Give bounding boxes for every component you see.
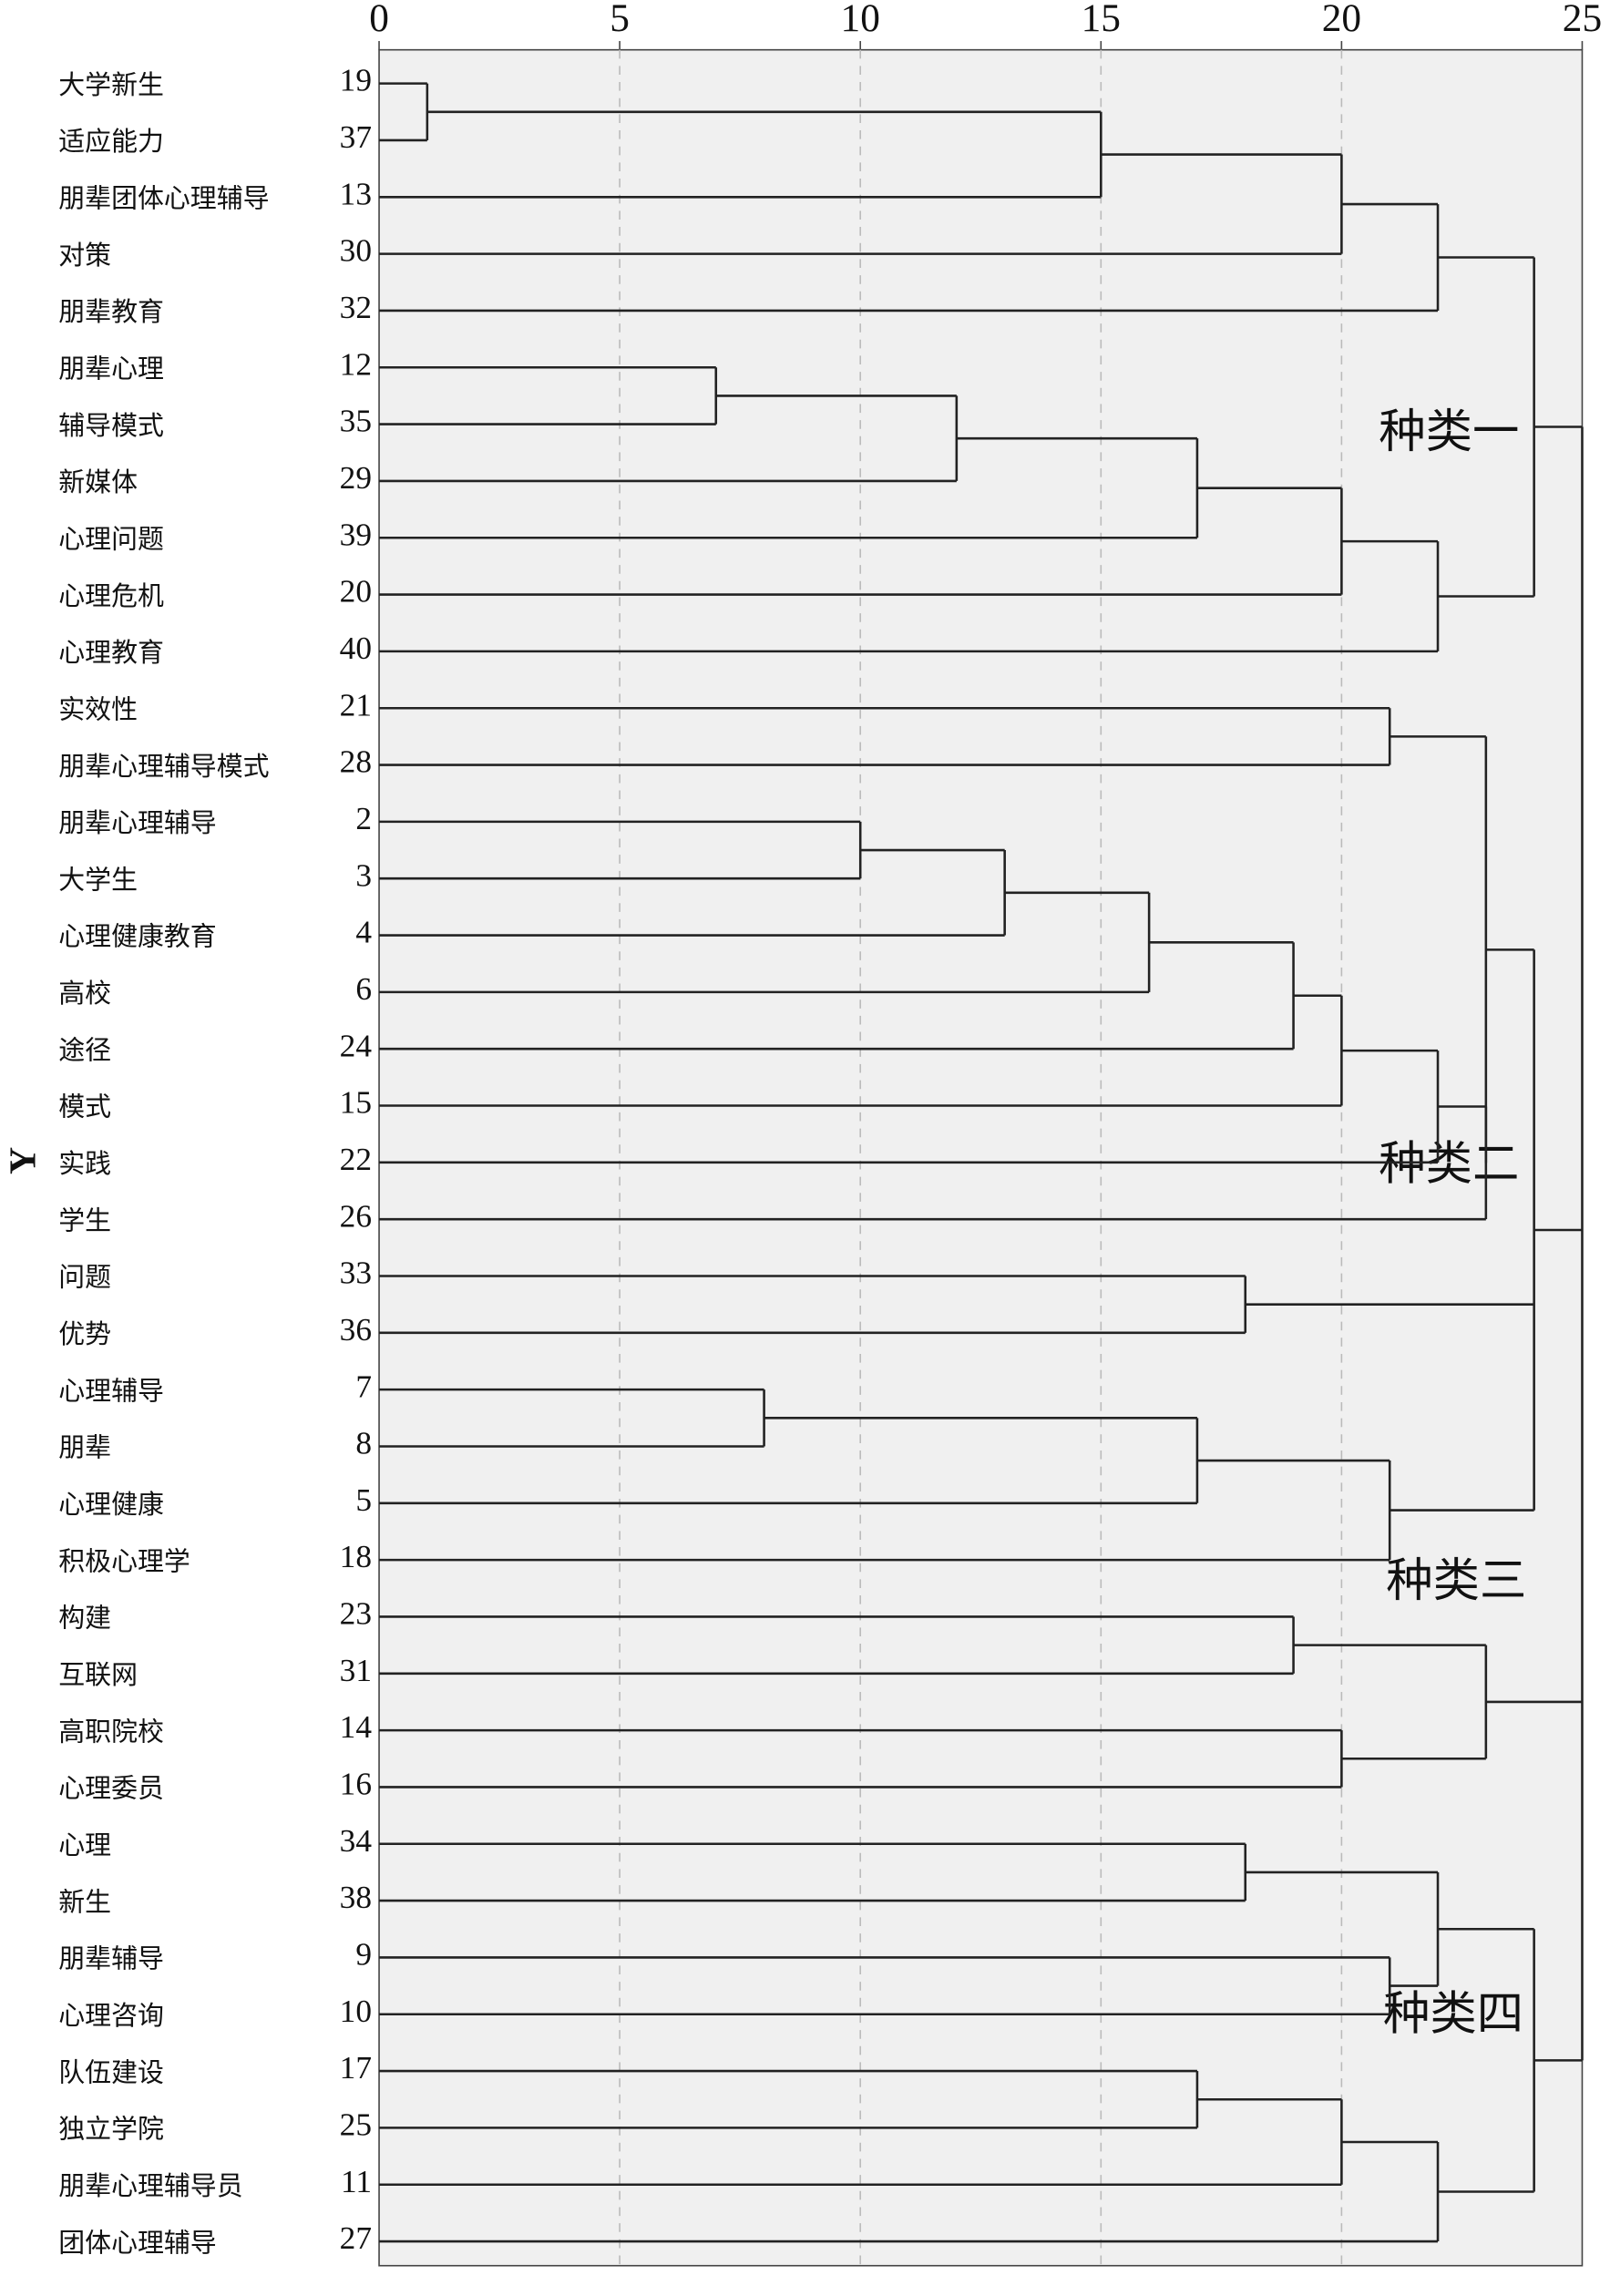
leaf-label: 朋辈团体心理辅导: [58, 182, 269, 213]
x-tick-label: 0: [369, 0, 389, 40]
leaf-id: 40: [340, 630, 372, 666]
leaf-label: 独立学院: [58, 2114, 164, 2145]
leaf-id: 27: [340, 2220, 372, 2256]
leaf-id: 4: [355, 915, 372, 950]
leaf-label: 互联网: [58, 1659, 138, 1690]
leaf-label: 适应能力: [58, 126, 164, 157]
leaf-label: 高职院校: [58, 1716, 164, 1747]
leaf-label: 团体心理辅导: [58, 2227, 216, 2258]
leaf-label: 大学生: [58, 864, 138, 895]
leaf-label: 心理委员: [58, 1773, 164, 1804]
leaf-id: 28: [340, 744, 372, 780]
leaf-label: 新媒体: [58, 466, 138, 497]
leaf-id: 34: [340, 1823, 373, 1859]
leaf-label: 对策: [58, 240, 111, 271]
annotation: 种类四: [1383, 1987, 1523, 2042]
y-axis-label: Y: [2, 1147, 44, 1174]
leaf-id: 3: [355, 857, 372, 893]
plot-area: [378, 48, 1584, 2267]
leaf-label: 心理教育: [58, 637, 164, 668]
leaf-id: 36: [340, 1312, 372, 1348]
leaf-label: 队伍建设: [58, 2056, 164, 2087]
leaf-label: 实效性: [58, 693, 138, 724]
leaf-id: 5: [355, 1482, 372, 1518]
leaf-label: 新生: [58, 1886, 111, 1917]
leaf-id: 30: [340, 233, 372, 269]
leaf-label: 途径: [58, 1034, 111, 1065]
leaf-id: 22: [340, 1142, 372, 1177]
leaf-id: 33: [340, 1256, 372, 1291]
leaf-id: 31: [340, 1653, 372, 1688]
leaf-label: 心理危机: [58, 580, 164, 611]
leaf-id: 11: [341, 2164, 372, 2199]
leaf-id: 18: [340, 1539, 372, 1574]
leaf-label: 积极心理学: [58, 1545, 190, 1576]
leaf-label: 心理健康: [58, 1489, 164, 1520]
x-tick-label: 25: [1563, 0, 1602, 40]
leaf-id: 19: [340, 63, 372, 98]
annotation: 种类二: [1379, 1136, 1519, 1191]
leaf-label: 学生: [58, 1204, 111, 1235]
leaf-label: 心理辅导: [58, 1375, 164, 1406]
leaf-label: 问题: [58, 1262, 111, 1293]
leaf-id: 7: [355, 1368, 372, 1404]
leaf-label: 辅导模式: [58, 410, 164, 441]
x-tick-label: 20: [1322, 0, 1361, 40]
leaf-id: 35: [340, 404, 372, 439]
leaf-id: 2: [355, 801, 372, 836]
leaf-id: 20: [340, 574, 372, 610]
leaf-label: 心理咨询: [58, 2000, 164, 2031]
leaf-id: 8: [355, 1426, 372, 1461]
leaf-id: 37: [340, 119, 372, 155]
leaf-label: 构建: [58, 1603, 111, 1634]
leaf-id: 16: [340, 1767, 372, 1802]
leaf-id: 25: [340, 2107, 372, 2143]
annotation: 种类一: [1379, 405, 1519, 459]
annotation: 种类三: [1386, 1553, 1526, 1608]
x-tick-label: 10: [841, 0, 880, 40]
leaf-id: 13: [340, 176, 372, 211]
leaf-id: 29: [340, 460, 372, 496]
leaf-label: 实践: [58, 1148, 111, 1179]
x-tick-label: 5: [610, 0, 630, 40]
leaf-label: 心理: [58, 1830, 111, 1860]
leaf-id: 23: [340, 1596, 372, 1632]
leaf-label: 朋辈心理辅导: [58, 807, 216, 838]
leaf-id: 17: [340, 2050, 372, 2086]
x-tick-label: 15: [1082, 0, 1121, 40]
leaf-id: 12: [340, 346, 372, 382]
leaf-label: 朋辈心理: [58, 353, 164, 384]
leaf-id: 6: [355, 971, 372, 1007]
leaf-id: 9: [355, 1937, 372, 1973]
leaf-id: 10: [340, 1994, 372, 2029]
leaf-id: 26: [340, 1198, 372, 1234]
leaf-label: 优势: [58, 1318, 111, 1349]
leaf-label: 心理问题: [58, 523, 164, 554]
leaf-label: 朋辈: [58, 1432, 111, 1463]
leaf-label: 高校: [58, 978, 111, 1009]
leaf-id: 32: [340, 290, 372, 325]
leaf-label: 心理健康教育: [58, 921, 216, 952]
leaf-id: 15: [340, 1085, 372, 1121]
leaf-label: 朋辈辅导: [58, 1943, 164, 1974]
leaf-label: 朋辈心理辅导员: [58, 2170, 242, 2201]
leaf-id: 21: [340, 687, 372, 723]
leaf-id: 39: [340, 517, 372, 552]
leaf-label: 朋辈心理辅导模式: [58, 751, 269, 782]
leaf-id: 24: [340, 1028, 373, 1063]
leaf-id: 14: [340, 1709, 373, 1745]
leaf-id: 38: [340, 1880, 372, 1915]
leaf-label: 大学新生: [58, 69, 164, 100]
leaf-label: 朋辈教育: [58, 296, 164, 327]
leaf-label: 模式: [58, 1092, 111, 1122]
